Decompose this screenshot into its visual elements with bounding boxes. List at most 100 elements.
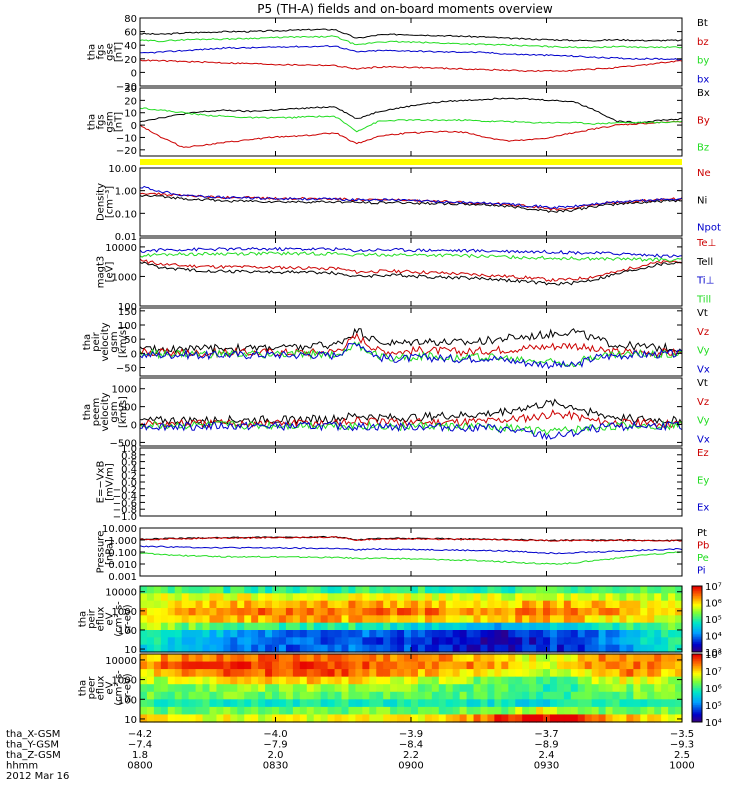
series-line-bz [139,59,683,73]
heatmap-cell [612,706,621,716]
heatmap-cell [501,714,509,723]
heatmap-cell [223,714,231,723]
heatmap-cell [619,699,628,708]
heatmap-cell [466,615,475,624]
heatmap-cell [181,630,190,638]
heatmap-cell [146,669,155,678]
heatmap-cell [577,608,586,616]
heatmap-cell [285,654,294,663]
y-tick-label: −500 [110,438,137,449]
heatmap-cell [411,600,419,609]
heatmap-cell [501,644,509,653]
heatmap-cell [438,661,447,670]
footer-value: −9.3 [670,740,694,751]
heatmap-cell [334,637,343,646]
heatmap-cell [397,586,405,594]
heatmap-cell [397,691,405,700]
heatmap-cell [369,654,377,663]
heatmap-cell [244,622,252,631]
heatmap-cell [445,676,454,685]
colorbar-swatch [692,718,702,721]
heatmap-cell [167,622,176,631]
heatmap-cell [515,684,523,693]
heatmap-cell [647,669,655,678]
legend-Vz: Vz [697,397,709,408]
legend-Bt: Bt [697,18,708,29]
colorbar-tick-label: 10⁵ [705,701,722,712]
heatmap-cell [605,684,614,693]
heatmap-cell [536,586,544,594]
heatmap-cell [612,615,621,624]
heatmap-cell [675,684,683,693]
heatmap-cell [549,676,558,685]
heatmap-cell [570,706,579,716]
heatmap-cell [174,684,183,693]
heatmap-cell [188,691,197,700]
heatmap-cell [563,622,572,631]
colorbar-swatch [692,671,702,674]
legend-Ex: Ex [697,503,709,514]
colorbar-swatch [692,664,702,667]
heatmap-cell [341,714,350,723]
legend-Ni: Ni [697,195,707,206]
heatmap-cell [306,600,315,609]
heatmap-cell [278,630,287,638]
heatmap-cell [216,714,224,723]
heatmap-cell [668,661,676,670]
heatmap-cell [522,669,530,678]
heatmap-cell [285,586,294,594]
heatmap-cell [515,637,523,646]
y-tick-label: 30 [124,84,137,95]
heatmap-cell [223,622,231,631]
heatmap-cell [327,699,336,708]
heatmap-cell [556,706,565,716]
heatmap-cell [675,654,683,663]
colorbar-swatch [692,691,702,694]
heatmap-cell [348,593,357,602]
heatmap-cell [369,586,377,594]
y-axis: 10.001.000.100.01 [108,164,683,243]
heatmap-cell [153,593,162,602]
heatmap-cell [327,608,336,616]
heatmap-cell [404,600,412,609]
heatmap-cell [626,608,634,616]
heatmap-cell [647,654,655,663]
heatmap-cell [313,637,322,646]
heatmap-cell [251,706,259,716]
heatmap-cell [188,706,197,716]
heatmap-cell [466,661,475,670]
heatmap-cell [362,706,370,716]
heatmap-cell [174,706,183,716]
heatmap-cell [327,714,336,723]
heatmap-cell [536,600,544,609]
heatmap-cell [508,661,516,670]
heatmap-cell [501,669,509,678]
heatmap-cell [556,593,565,602]
heatmap-cell [313,600,322,609]
heatmap-cell [244,608,252,616]
series-line-Vt [139,327,683,355]
colorbar-swatch [692,627,702,630]
heatmap-cell [230,669,238,678]
heatmap-cell [223,654,231,663]
heatmap-cell [584,615,593,624]
heatmap-cell [591,661,600,670]
heatmap-cell [647,706,655,716]
heatmap-cell [313,608,322,616]
heatmap-cell [244,669,252,678]
heatmap-cell [466,699,475,708]
heatmap-cell [285,644,294,653]
heatmap-cell [251,654,259,663]
heatmap-cell [584,608,593,616]
heatmap-cell [543,706,551,716]
legend-Npot: Npot [697,223,721,234]
heatmap-cell [348,654,357,663]
footer-value: 0930 [534,761,559,772]
colorbar-swatch [692,643,702,646]
heatmap-cell [570,637,579,646]
colorbar-swatch [692,589,702,592]
heatmap-cell [362,608,370,616]
heatmap-cell [529,622,537,631]
heatmap-cell [216,637,224,646]
colorbar-swatch [692,679,702,682]
